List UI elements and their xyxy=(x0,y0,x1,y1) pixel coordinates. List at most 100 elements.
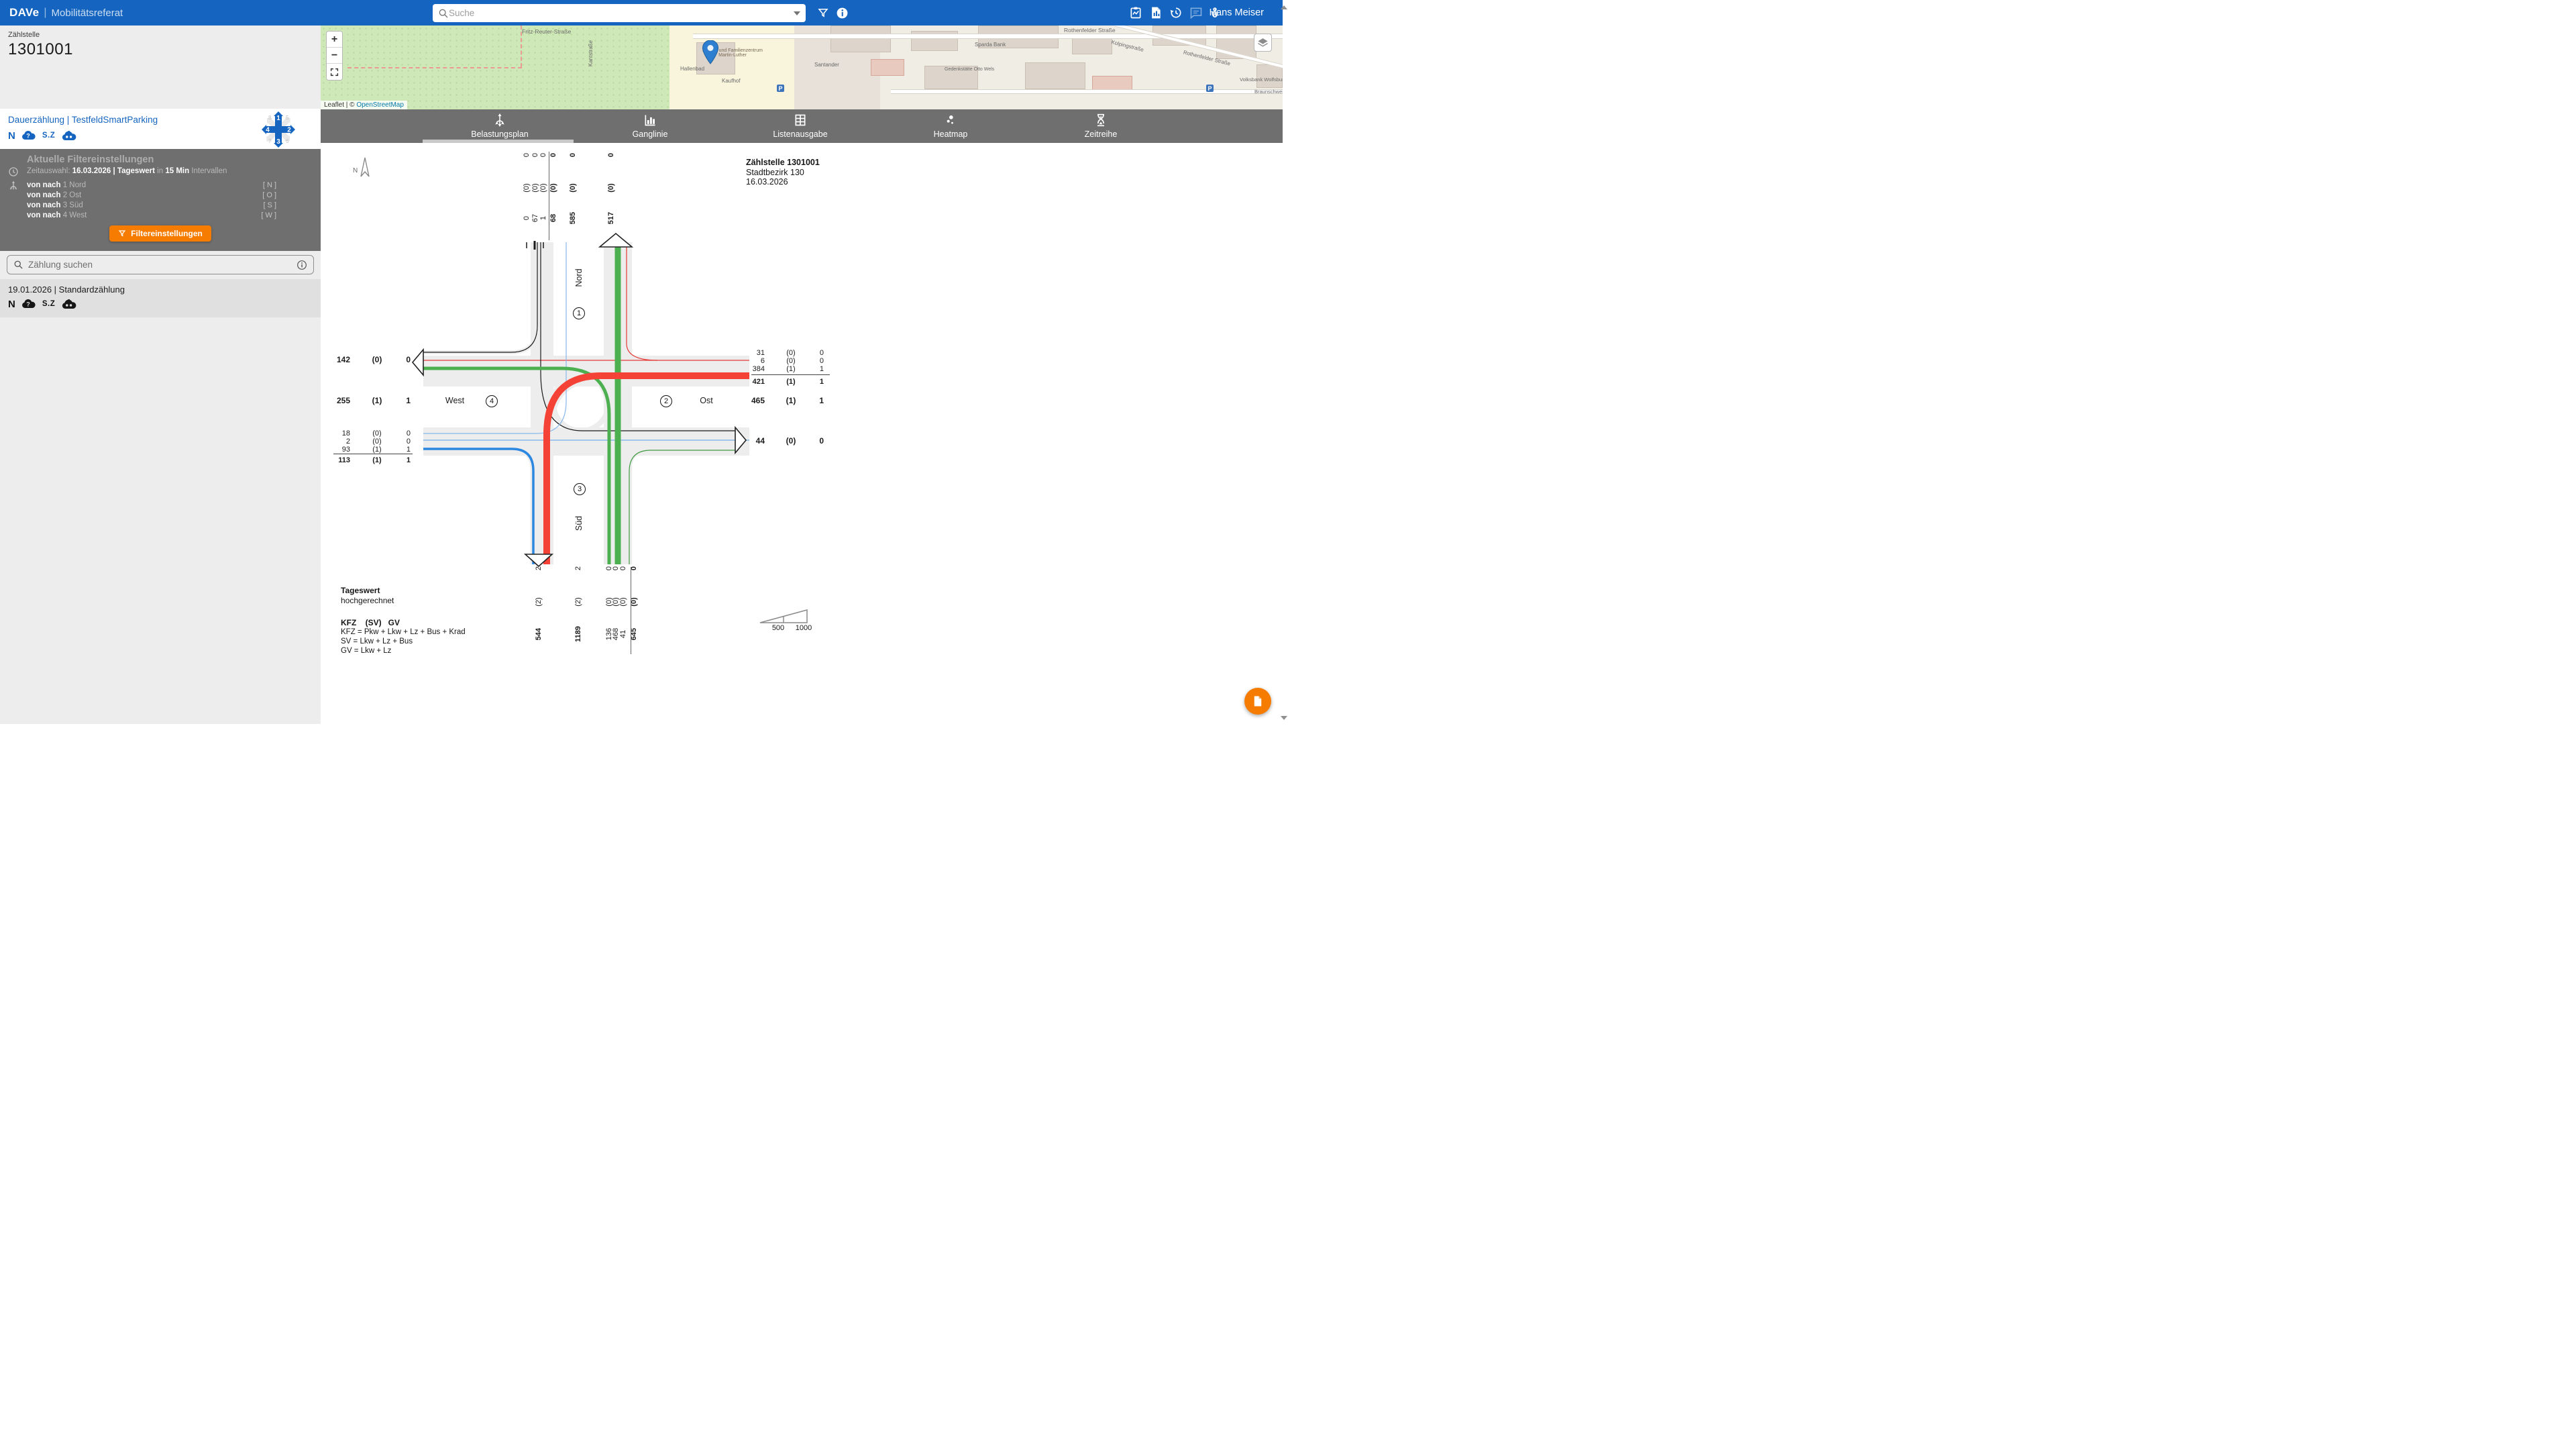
chevron-down-icon[interactable] xyxy=(794,11,800,15)
map-building xyxy=(924,66,978,89)
count-badges: N ? S.Z xyxy=(8,129,77,142)
scrollbar[interactable] xyxy=(1281,0,1288,724)
leaflet-map[interactable]: Fritz-Reuter-Straße Kantstraße Rothenfel… xyxy=(321,25,1283,109)
map-poi-label: Kaufhof xyxy=(722,78,741,84)
tab-label: Zeitreihe xyxy=(1084,130,1118,139)
badge-sz: S.Z xyxy=(42,300,56,308)
flow-total-gv: 0 xyxy=(406,355,411,364)
logo-divider: | xyxy=(44,7,47,18)
node-number-west: 4 xyxy=(486,395,498,407)
flow-value-gv: 0 xyxy=(406,429,411,437)
history-icon[interactable] xyxy=(1169,5,1183,20)
count-card[interactable]: Dauerzählung | TestfeldSmartParking N ? … xyxy=(0,109,321,149)
global-search[interactable] xyxy=(433,4,806,22)
scroll-down-icon[interactable] xyxy=(1281,716,1287,720)
scale-label-1000: 1000 xyxy=(795,624,812,632)
tab-zeitreihe[interactable]: Zeitreihe xyxy=(1026,109,1176,143)
legend-sv: SV = Lkw + Lz + Bus xyxy=(341,637,413,645)
filter-code: [ O ] xyxy=(262,191,276,199)
export-fab-button[interactable] xyxy=(1244,688,1271,715)
info-outline-icon[interactable] xyxy=(297,260,307,270)
direction-label-east: Ost xyxy=(700,396,713,405)
compass-n: 1 xyxy=(276,115,280,122)
von-nach-target: 1 Nord xyxy=(62,181,87,189)
filter-time-row: Zeitauswahl: 16.03.2026 | Tageswert in 1… xyxy=(27,167,227,175)
user-name[interactable]: Hans Meiser xyxy=(1209,7,1264,18)
tab-ganglinie[interactable]: Ganglinie xyxy=(575,109,725,143)
flow-total-gv: 1 xyxy=(406,396,411,405)
flow-total-sv: (1) xyxy=(372,396,382,405)
tab-heatmap[interactable]: Heatmap xyxy=(875,109,1026,143)
flow-value-sv: (1) xyxy=(786,365,796,373)
time-suffix: Intervallen xyxy=(191,167,227,175)
zoom-in-button[interactable]: + xyxy=(327,32,342,48)
zoom-out-button[interactable]: − xyxy=(327,48,342,64)
map-marker-pin[interactable] xyxy=(702,40,719,68)
dave-app: DAVe | Mobilitätsreferat Hans xyxy=(0,0,1288,724)
direction-label-south: Süd xyxy=(574,515,584,531)
active-tab-indicator xyxy=(423,140,574,143)
attachment-person-icon[interactable] xyxy=(1208,5,1222,20)
badge-sz: S.Z xyxy=(42,132,56,140)
filter-row: von nach 2 Ost xyxy=(27,191,81,199)
map-trail xyxy=(347,67,522,68)
map-poi-label: Sparda Bank xyxy=(975,42,1006,48)
von-nach-target: 3 Süd xyxy=(62,201,83,209)
count-link[interactable]: Dauerzählung | TestfeldSmartParking xyxy=(8,115,158,125)
search-icon xyxy=(439,9,448,17)
badge-n: N xyxy=(8,298,15,310)
count-search-input[interactable] xyxy=(28,260,292,270)
chat-icon[interactable] xyxy=(1189,5,1203,20)
search-icon xyxy=(14,260,23,269)
flow-total: 421 xyxy=(752,378,765,386)
count-search[interactable] xyxy=(7,255,314,274)
map-layers-control[interactable] xyxy=(1254,34,1272,52)
legend-kfz: KFZ = Pkw + Lkw + Lz + Bus + Krad xyxy=(341,628,466,636)
heatmap-dots-icon xyxy=(947,115,953,124)
node-number-south: 3 xyxy=(574,483,586,495)
flow-value-gv: 0 xyxy=(819,357,824,365)
filter-settings-button[interactable]: Filtereinstellungen xyxy=(109,225,211,242)
header-filter-icon[interactable] xyxy=(816,5,830,20)
compass-direction-widget[interactable]: 5 6 7 8 1 2 3 4 xyxy=(262,111,295,151)
clipboard-chart-icon[interactable] xyxy=(1128,5,1143,20)
legend-mode: Tageswert xyxy=(341,586,380,595)
fullscreen-button[interactable] xyxy=(327,64,342,80)
svg-text:?: ? xyxy=(26,301,30,308)
file-chart-icon[interactable] xyxy=(1148,5,1163,20)
count-list-item[interactable]: 19.01.2026 | Standardzählung N ? S.Z xyxy=(0,279,321,317)
von-nach-label: von nach xyxy=(27,181,61,189)
tab-listenausgabe[interactable]: Listenausgabe xyxy=(725,109,875,143)
filter-code: [ N ] xyxy=(262,181,276,189)
flow-value-gv: 1 xyxy=(819,365,824,373)
compass-w: 4 xyxy=(266,127,270,134)
map-poi-label: Gedenkstätte Otto Wels xyxy=(945,67,995,72)
direction-label-west: West xyxy=(445,396,465,405)
flow-total-gv: 585 xyxy=(569,211,577,225)
map-poi-label: Santander xyxy=(814,62,839,68)
map-attribution: Leaflet | © OpenStreetMap xyxy=(321,101,407,109)
map-building xyxy=(871,59,904,76)
flow-value: 2 xyxy=(345,437,350,446)
flow-value: 2 xyxy=(535,566,543,571)
flow-total-gv: 1 xyxy=(819,378,824,386)
layers-icon xyxy=(1258,38,1268,47)
flow-value-sv: (0) xyxy=(786,349,796,357)
info-icon[interactable] xyxy=(835,5,849,20)
tab-belastungsplan[interactable]: Belastungsplan xyxy=(425,109,575,143)
flow-total: 0 xyxy=(630,566,638,571)
compass-se: 6 xyxy=(286,138,289,144)
osm-link[interactable]: OpenStreetMap xyxy=(356,101,404,109)
time-value: 16.03.2026 | Tageswert xyxy=(72,167,155,175)
node-number-east: 2 xyxy=(660,395,672,407)
map-building xyxy=(1025,62,1085,89)
flow-total-sv: (0) xyxy=(786,436,796,446)
diagram-subtitle: Stadtbezirk 130 xyxy=(746,168,804,177)
global-search-input[interactable] xyxy=(449,8,794,18)
attribution-text: Leaflet | © xyxy=(324,101,357,109)
cloud-question-icon: ? xyxy=(21,299,36,308)
legend-gv: GV = Lkw + Lz xyxy=(341,647,392,655)
von-nach-target: 2 Ost xyxy=(62,191,82,199)
scroll-up-icon[interactable] xyxy=(1281,5,1287,9)
funnel-icon xyxy=(118,230,126,237)
